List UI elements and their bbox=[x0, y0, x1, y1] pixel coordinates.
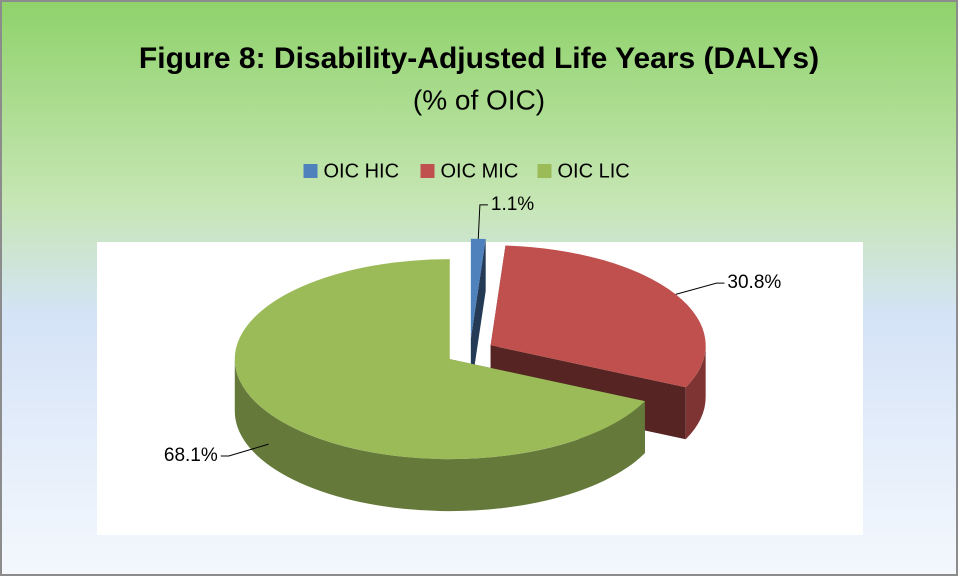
data-label: 1.1% bbox=[491, 194, 534, 215]
data-label: 30.8% bbox=[727, 272, 781, 293]
pie-slice bbox=[490, 245, 706, 388]
chart-subtitle: (% of OIC) bbox=[413, 84, 545, 115]
leader-line bbox=[477, 204, 488, 239]
legend-label: OIC HIC bbox=[324, 160, 400, 182]
legend-swatch bbox=[303, 164, 318, 178]
chart-title: Figure 8: Disability-Adjusted Life Years… bbox=[139, 42, 819, 75]
pie-slice bbox=[470, 238, 486, 339]
legend: OIC HIC OIC MIC OIC LIC bbox=[303, 160, 630, 182]
pie-side bbox=[234, 359, 645, 512]
leader-line bbox=[220, 443, 269, 457]
pie-side bbox=[685, 345, 706, 440]
legend-swatch bbox=[420, 164, 435, 178]
pie-wall bbox=[470, 239, 486, 391]
data-label: 68.1% bbox=[164, 445, 218, 466]
pie: 1.1% 30.8% 68.1% bbox=[164, 194, 781, 512]
legend-label: OIC MIC bbox=[441, 160, 519, 182]
legend-label: OIC LIC bbox=[558, 160, 630, 182]
leader-line bbox=[675, 282, 725, 295]
pie-slice bbox=[234, 259, 645, 460]
legend-swatch bbox=[537, 164, 552, 178]
